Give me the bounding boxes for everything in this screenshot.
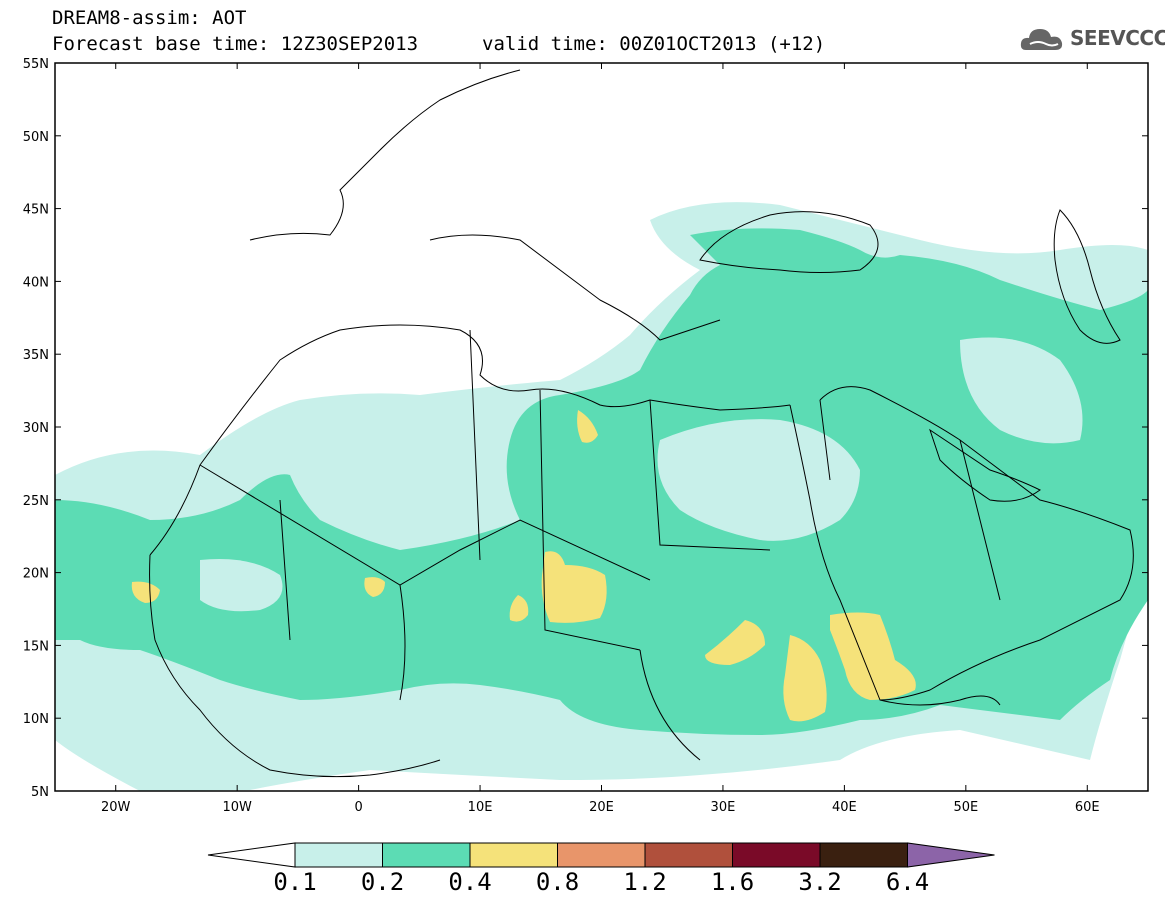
colorbar-segment: [469, 842, 558, 868]
valid-time: valid time: 00Z01OCT2013 (+12): [482, 33, 826, 55]
cloud-icon: [1020, 29, 1063, 50]
aot-field-0.4-0.8: [705, 620, 765, 665]
lat-tick-label: 5N: [31, 785, 49, 800]
lat-tick-label: 35N: [23, 348, 49, 363]
colorbar-segment: [294, 842, 383, 868]
lat-tick-label: 20N: [23, 567, 49, 582]
lon-tick-label: 10W: [222, 800, 252, 815]
lat-tick-label: 40N: [23, 275, 49, 290]
lon-tick-label: 0: [354, 800, 362, 815]
colorbar-label: 0.8: [535, 868, 580, 896]
lat-tick-label: 15N: [23, 639, 49, 654]
colorbar-label: 1.6: [710, 868, 755, 896]
lon-tick-label: 40E: [832, 800, 857, 815]
colorbar-labels: 0.1 0.2 0.4 0.8 1.2 1.6 3.2 6.4: [0, 864, 1165, 896]
aot-field-0.4-0.8: [830, 612, 916, 700]
colorbar-segment: [557, 842, 646, 868]
lon-tick-label: 10E: [468, 800, 493, 815]
aot-pale-area: [657, 419, 860, 541]
lat-tick-label: 45N: [23, 203, 49, 218]
colorbar-label: 3.2: [798, 868, 842, 896]
aot-pale-area: [200, 559, 283, 612]
lat-tick-label: 50N: [23, 130, 49, 145]
coastline-europe: [249, 69, 721, 341]
aot-fields: [55, 202, 1148, 791]
longitude-axis: 20W 10W 0 10E 20E 30E 40E 50E 60E: [101, 63, 1100, 815]
lat-tick-label: 30N: [23, 421, 49, 436]
aot-field-0.4-0.8: [131, 581, 160, 603]
coastline-red-sea: [789, 404, 1001, 706]
colorbar-label: 0.4: [448, 868, 492, 896]
aot-field-0.4-0.8: [364, 577, 385, 597]
aot-field-0.4-0.8: [577, 410, 598, 443]
lon-tick-label: 50E: [953, 800, 978, 815]
coastline-gulf: [929, 428, 1041, 502]
aot-field-0.4-0.8: [509, 595, 529, 622]
lon-tick-label: 20E: [589, 800, 614, 815]
coastline-black-sea: [699, 211, 879, 273]
colorbar-label: 1.2: [623, 868, 667, 896]
lon-tick-label: 60E: [1075, 800, 1100, 815]
seevccc-logo: SEEVCCC: [1018, 20, 1165, 60]
colorbar: [207, 842, 995, 868]
map-title: DREAM8-assim: AOT: [52, 7, 247, 29]
logo-text: SEEVCCC: [1070, 26, 1165, 50]
forecast-base-time: Forecast base time: 12Z30SEP2013: [52, 33, 419, 55]
lat-tick-label: 55N: [23, 57, 49, 72]
colorbar-max-arrow: [907, 842, 995, 868]
colorbar-segment: [382, 842, 471, 868]
colorbar-label: 0.2: [360, 868, 405, 896]
coastline-arabia: [819, 386, 1134, 701]
lon-tick-label: 30E: [711, 800, 736, 815]
lat-tick-label: 25N: [23, 494, 49, 509]
colorbar-label: 0.1: [273, 868, 317, 896]
aot-pale-area: [960, 337, 1083, 444]
coastlines: [149, 69, 1134, 778]
lon-tick-label: 20W: [101, 800, 131, 815]
colorbar-segment: [819, 842, 908, 868]
coastline-caspian: [1053, 209, 1121, 344]
colorbar-segment: [644, 842, 733, 868]
aot-field-0.4-0.8: [783, 635, 827, 722]
aot-field-0.4-0.8: [541, 551, 607, 623]
coastline-africa-west: [149, 554, 441, 778]
border-lines: [199, 329, 1001, 761]
lat-tick-label: 10N: [23, 712, 49, 727]
latitude-axis: 55N 50N 45N 40N 35N 30N 25N 20N 15N 10N 5N: [23, 57, 1148, 800]
coastline-africa-north: [149, 324, 791, 556]
colorbar-label: 6.4: [885, 868, 930, 896]
aot-field-0.2-0.4: [55, 228, 1148, 736]
